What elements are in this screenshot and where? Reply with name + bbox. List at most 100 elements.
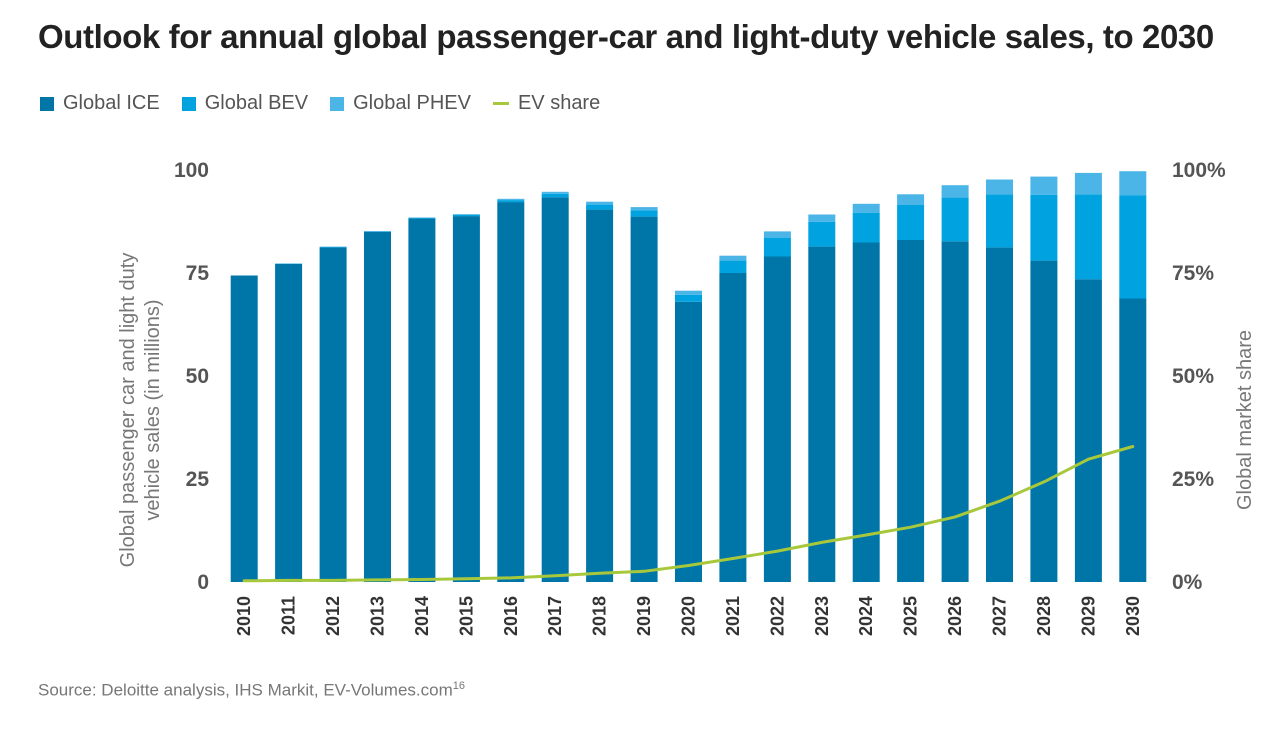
legend-swatch-phev bbox=[330, 96, 345, 111]
x-tick-label-2025: 2025 bbox=[901, 596, 921, 636]
legend-item-bev: Global BEV bbox=[181, 92, 309, 115]
y-tick-label-50: 50 bbox=[186, 365, 209, 388]
bar-global-bev-2027 bbox=[986, 194, 1013, 248]
bar-global-ice-2028 bbox=[1030, 260, 1058, 582]
x-tick-label-2012: 2012 bbox=[323, 596, 343, 636]
bar-global-ice-2024 bbox=[852, 242, 880, 582]
bar-global-phev-2024 bbox=[852, 203, 880, 213]
left-axis-ticks: 0 25 50 75 100 bbox=[174, 159, 209, 594]
y-tick-label-0: 0 bbox=[197, 571, 209, 594]
y2-tick-label-25pct: 25% bbox=[1172, 468, 1214, 491]
y2-tick-label-100pct: 100% bbox=[1172, 159, 1226, 182]
bar-global-ice-2018 bbox=[586, 209, 614, 582]
legend-swatch-ev-share bbox=[492, 102, 509, 105]
x-tick-label-2018: 2018 bbox=[590, 596, 610, 636]
bar-global-ice-2019 bbox=[630, 216, 658, 582]
x-tick-label-2016: 2016 bbox=[501, 596, 521, 636]
y-tick-label-100: 100 bbox=[174, 159, 209, 182]
x-axis-ticks: 2010 2011 2012 2013 2014 2015 2016 2017 2018 2019… bbox=[234, 596, 1143, 636]
bar-global-ice-2027 bbox=[986, 247, 1013, 582]
bar-global-phev-2022 bbox=[763, 231, 791, 238]
y2-tick-label-50pct: 50% bbox=[1172, 365, 1214, 388]
x-tick-label-2029: 2029 bbox=[1078, 596, 1098, 636]
legend-item-phev: Global PHEV bbox=[330, 92, 471, 115]
bar-global-bev-2015 bbox=[452, 214, 480, 217]
left-axis-label-line2: vehicle sales (in millions) bbox=[142, 299, 164, 520]
bar-global-phev-2027 bbox=[986, 179, 1013, 195]
legend-item-ev-share: EV share bbox=[492, 92, 601, 115]
x-tick-label-2015: 2015 bbox=[456, 596, 476, 636]
x-tick-label-2011: 2011 bbox=[279, 596, 299, 635]
bar-global-phev-2030 bbox=[1119, 171, 1147, 196]
x-tick-label-2030: 2030 bbox=[1123, 596, 1143, 636]
bar-global-bev-2028 bbox=[1030, 194, 1058, 261]
bar-group bbox=[230, 171, 1147, 583]
bar-global-ice-2011 bbox=[275, 263, 303, 582]
x-tick-label-2010: 2010 bbox=[234, 596, 254, 636]
bar-global-phev-2017 bbox=[541, 191, 569, 194]
y2-tick-label-0pct: 0% bbox=[1172, 571, 1203, 594]
x-tick-label-2019: 2019 bbox=[634, 596, 654, 636]
bar-global-bev-2017 bbox=[541, 193, 569, 198]
x-tick-label-2017: 2017 bbox=[545, 596, 565, 636]
x-tick-label-2024: 2024 bbox=[856, 596, 876, 636]
x-tick-label-2014: 2014 bbox=[412, 596, 432, 636]
bar-global-bev-2026 bbox=[941, 197, 969, 242]
ev-share-line-group bbox=[242, 445, 1135, 583]
bar-global-phev-2015 bbox=[452, 214, 480, 215]
bar-global-ice-2025 bbox=[897, 240, 925, 582]
bar-global-phev-2019 bbox=[630, 207, 658, 211]
bar-global-ice-2030 bbox=[1119, 298, 1147, 582]
bar-global-ice-2014 bbox=[408, 218, 436, 582]
bar-global-bev-2022 bbox=[763, 238, 791, 257]
bar-global-phev-2028 bbox=[1030, 176, 1058, 195]
right-axis-ticks: 0% 25% 50% 75% 100% bbox=[1172, 159, 1226, 594]
bar-global-phev-2029 bbox=[1074, 172, 1102, 195]
bar-global-bev-2024 bbox=[852, 212, 880, 243]
bar-global-ice-2020 bbox=[675, 301, 702, 582]
x-tick-label-2026: 2026 bbox=[945, 596, 965, 636]
bar-global-ice-2010 bbox=[230, 275, 258, 582]
bar-global-bev-2016 bbox=[497, 200, 525, 203]
bar-global-bev-2025 bbox=[897, 205, 925, 240]
legend-swatch-bev bbox=[181, 96, 196, 111]
bar-global-ice-2017 bbox=[541, 197, 569, 582]
x-tick-label-2023: 2023 bbox=[812, 596, 832, 636]
legend-label-ice: Global ICE bbox=[63, 92, 160, 114]
bar-global-ice-2015 bbox=[452, 216, 480, 582]
legend: Global ICE Global BEV Global PHEV EV sha… bbox=[40, 92, 622, 115]
ev-share-line bbox=[242, 445, 1135, 583]
bar-global-phev-2023 bbox=[808, 214, 836, 222]
bar-global-phev-2020 bbox=[675, 290, 702, 295]
bar-global-phev-2018 bbox=[586, 201, 614, 205]
right-axis-label: Global market share bbox=[1234, 330, 1256, 510]
x-tick-label-2021: 2021 bbox=[723, 596, 743, 636]
x-tick-label-2027: 2027 bbox=[990, 596, 1010, 636]
left-axis-label-line1: Global passenger car and light duty bbox=[117, 253, 139, 568]
bar-global-bev-2021 bbox=[719, 260, 747, 273]
bar-global-ice-2016 bbox=[497, 202, 525, 582]
legend-label-ev-share: EV share bbox=[517, 92, 601, 114]
bar-global-ice-2022 bbox=[763, 256, 791, 582]
bar-global-bev-2030 bbox=[1119, 195, 1147, 299]
bar-global-bev-2019 bbox=[630, 210, 658, 217]
bar-global-bev-2014 bbox=[408, 217, 436, 219]
bar-global-ice-2012 bbox=[319, 247, 347, 582]
bar-global-bev-2020 bbox=[675, 294, 702, 302]
bar-global-ice-2026 bbox=[941, 241, 969, 583]
bar-global-ice-2029 bbox=[1074, 279, 1102, 582]
x-tick-label-2013: 2013 bbox=[368, 596, 388, 636]
y-tick-label-25: 25 bbox=[186, 468, 210, 491]
bar-global-ice-2021 bbox=[719, 273, 747, 582]
chart-title: Outlook for annual global passenger-car … bbox=[38, 18, 1214, 55]
bar-global-phev-2021 bbox=[719, 255, 747, 261]
x-tick-label-2028: 2028 bbox=[1034, 596, 1054, 636]
legend-label-phev: Global PHEV bbox=[353, 92, 471, 114]
legend-swatch-ice bbox=[40, 96, 54, 111]
legend-label-bev: Global BEV bbox=[204, 92, 309, 114]
source-text: Source: Deloitte analysis, IHS Markit, E… bbox=[38, 680, 453, 700]
bar-global-phev-2026 bbox=[941, 185, 969, 198]
x-tick-label-2020: 2020 bbox=[679, 596, 699, 636]
y2-tick-label-75pct: 75% bbox=[1172, 262, 1214, 285]
